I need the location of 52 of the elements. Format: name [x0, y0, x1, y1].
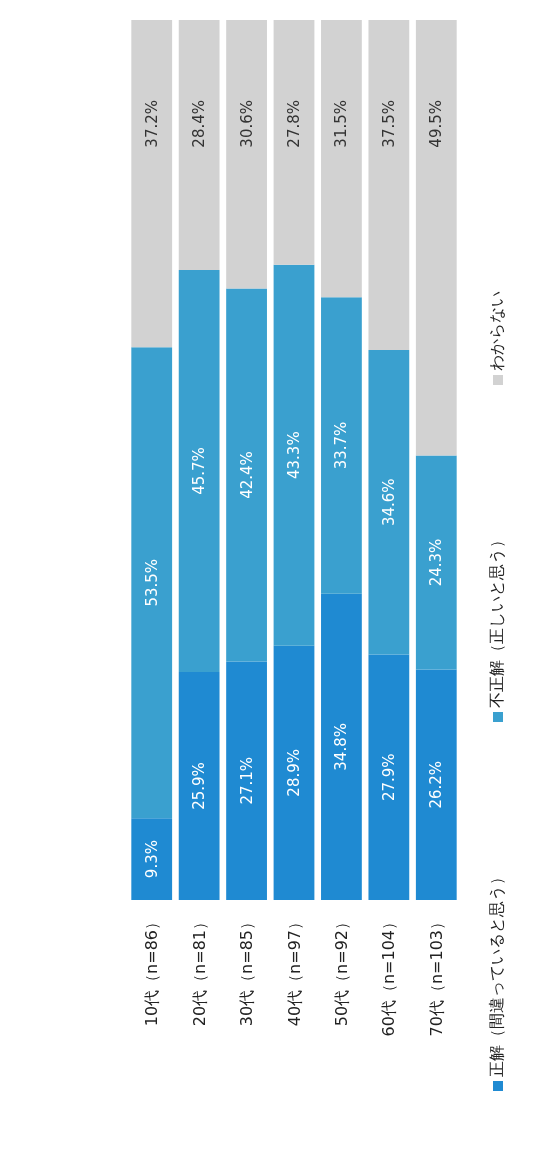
data-label: 24.3%	[427, 538, 446, 587]
data-label: 27.8%	[285, 100, 303, 148]
data-label: 26.2%	[427, 760, 446, 809]
bar	[226, 20, 267, 289]
data-label: 9.3%	[142, 840, 161, 879]
bar	[226, 661, 267, 900]
data-label: 34.8%	[332, 723, 351, 771]
bar	[368, 20, 410, 350]
bar	[415, 669, 457, 900]
bar	[415, 20, 457, 456]
x-tick-label: 60代（n=104）	[379, 914, 399, 1037]
data-label: 43.3%	[285, 431, 303, 479]
data-label: 27.9%	[379, 753, 398, 802]
bar	[321, 297, 362, 594]
bar	[415, 455, 457, 670]
bar	[178, 672, 220, 900]
data-label: 34.6%	[379, 478, 398, 527]
bar	[368, 654, 410, 900]
data-label: 33.7%	[332, 421, 351, 470]
data-label: 25.9%	[190, 762, 209, 810]
x-tick-label: 10代（n=86）	[142, 914, 162, 1027]
data-label: 31.5%	[332, 100, 351, 148]
bar	[273, 264, 315, 646]
x-tick-label: 50代（n=92）	[331, 914, 351, 1027]
bar	[368, 350, 410, 655]
text: 不正解（正しいと思う）	[487, 532, 507, 708]
data-label: 42.4%	[237, 451, 256, 499]
x-tick-label: 40代（n=97）	[284, 914, 304, 1027]
data-label: 53.5%	[142, 558, 161, 607]
data-label: 30.6%	[237, 100, 256, 148]
bar	[131, 20, 173, 348]
data-label: 45.7%	[190, 447, 209, 495]
data-label: 37.2%	[142, 100, 161, 148]
text: わからない	[487, 291, 507, 371]
data-label: 28.9%	[285, 749, 303, 797]
bar	[321, 593, 362, 900]
bar	[131, 818, 173, 900]
bar	[273, 20, 315, 265]
data-label: 27.1%	[237, 756, 256, 805]
bar	[131, 347, 173, 819]
x-tick-label: 70代（n=103）	[426, 914, 446, 1037]
bar	[273, 645, 315, 900]
x-tick-label: 20代（n=81）	[189, 914, 209, 1027]
x-tick-label: 30代（n=85）	[237, 914, 257, 1027]
data-label: 49.5%	[427, 100, 446, 148]
bar	[178, 20, 220, 270]
bar	[321, 20, 362, 298]
bar	[226, 288, 267, 662]
bar	[178, 269, 220, 673]
data-label: 37.5%	[379, 100, 398, 148]
text: 正解（間違っていると思う）	[487, 869, 507, 1077]
data-label: 28.4%	[190, 100, 209, 148]
